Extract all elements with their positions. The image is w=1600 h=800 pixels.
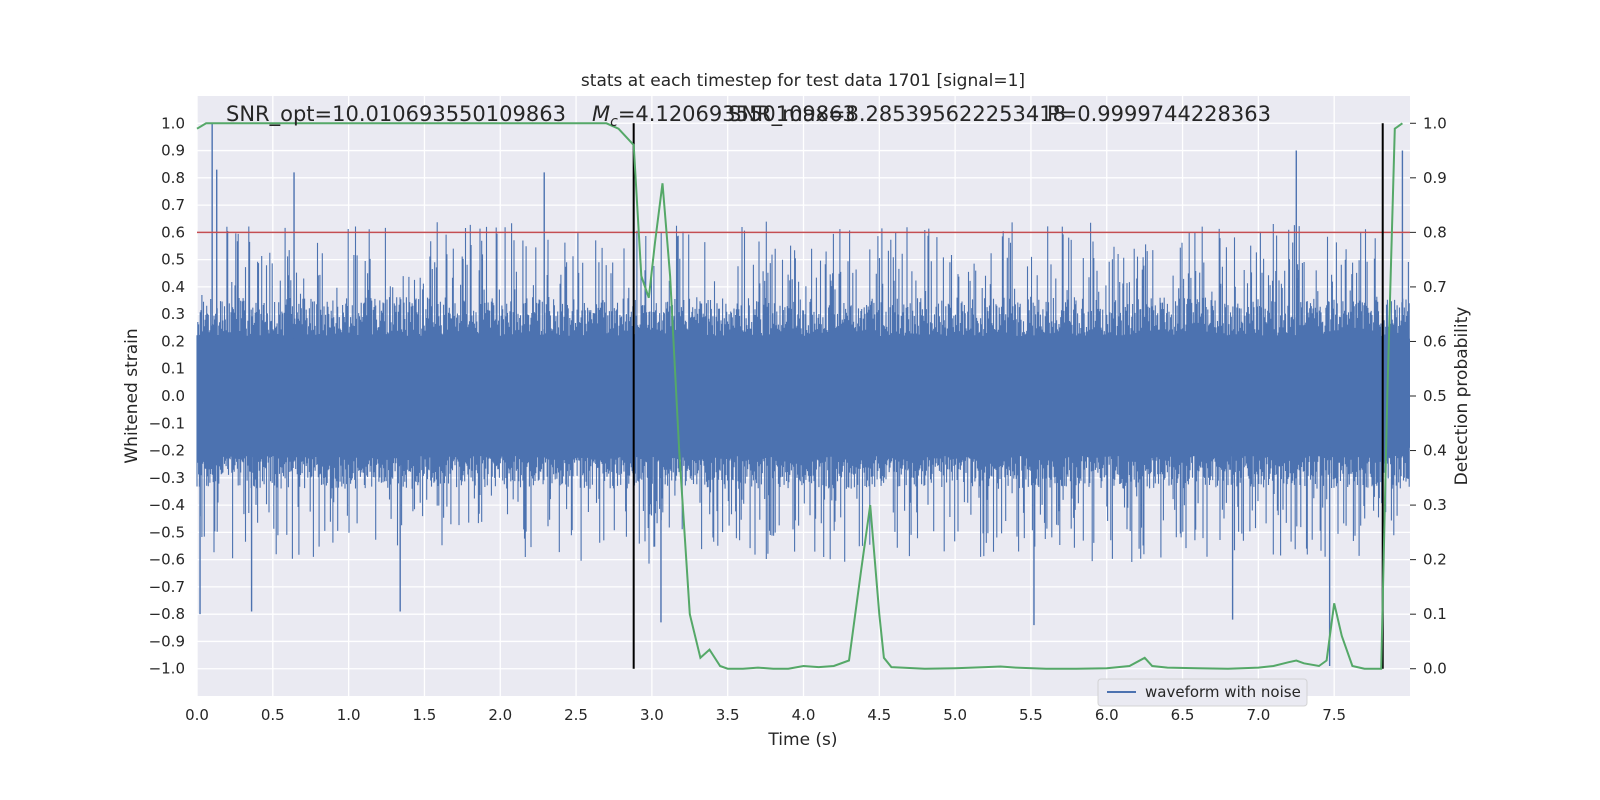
strain-core <box>197 338 1410 448</box>
y-tick-label-left: 0.6 <box>161 223 185 241</box>
x-tick-label: 5.5 <box>1019 706 1043 724</box>
chart-title: stats at each timestep for test data 170… <box>581 71 1025 91</box>
y-tick-label-right: 0.1 <box>1423 605 1447 623</box>
y-tick-label-left: −0.6 <box>149 551 185 569</box>
y-tick-label-left: −0.4 <box>149 496 185 514</box>
x-tick-label: 2.5 <box>564 706 588 724</box>
x-tick-label: 7.5 <box>1322 706 1346 724</box>
y-tick-label-left: 1.0 <box>161 114 185 132</box>
x-tick-label: 0.0 <box>185 706 209 724</box>
x-tick-label: 1.0 <box>337 706 361 724</box>
legend-label: waveform with noise <box>1145 683 1301 701</box>
y-tick-label-right: 1.0 <box>1423 114 1447 132</box>
x-tick-label: 3.5 <box>716 706 740 724</box>
y-tick-label-left: −0.8 <box>149 605 185 623</box>
y-tick-label-right: 0.0 <box>1423 660 1447 678</box>
y-tick-label-left: −0.1 <box>149 414 185 432</box>
y-tick-label-left: 0.9 <box>161 142 185 160</box>
y-tick-label-right: 0.7 <box>1423 278 1447 296</box>
y-tick-label-left: 0.1 <box>161 360 185 378</box>
y-tick-label-left: −0.5 <box>149 523 185 541</box>
strain-peaks <box>199 123 1404 666</box>
chirp-mass-subscript: c <box>610 114 618 130</box>
probability-line <box>196 122 1403 670</box>
y-tick-label-right: 0.8 <box>1423 223 1447 241</box>
x-tick-label: 6.0 <box>1095 706 1119 724</box>
chirp-mass-annotation: Mc=4.120693550109863 <box>592 102 856 130</box>
x-tick-label: 4.0 <box>792 706 816 724</box>
y-ticks-right: 1.0 0.9 0.8 0.7 0.6 0.5 0.4 0.3 0.2 0.1 0.0 <box>1410 114 1447 678</box>
y-axis-label-left: Whitened strain <box>122 328 142 463</box>
snr-max-annotation: SNR_max=8.285395622253418 <box>728 102 1066 127</box>
x-tick-label: 3.0 <box>640 706 664 724</box>
x-tick-label: 7.0 <box>1246 706 1270 724</box>
y-tick-label-left: −1.0 <box>149 660 185 678</box>
y-tick-label-left: 0.3 <box>161 305 185 323</box>
y-tick-label-left: 0.0 <box>161 387 185 405</box>
x-tick-label: 1.5 <box>413 706 437 724</box>
x-axis-label: Time (s) <box>767 730 837 750</box>
y-tick-label-right: 0.9 <box>1423 169 1447 187</box>
strain-series <box>196 221 1410 564</box>
y-tick-label-left: −0.7 <box>149 578 185 596</box>
y-tick-label-left: −0.9 <box>149 632 185 650</box>
x-tick-label: 0.5 <box>261 706 285 724</box>
y-tick-label-left: 0.8 <box>161 169 185 187</box>
y-ticks-left: 1.0 0.9 0.8 0.7 0.6 0.5 0.4 0.3 0.2 0.1 0.0 −0.1 −0.… <box>149 114 185 677</box>
legend-box <box>1097 678 1308 707</box>
y-tick-label-left: −0.2 <box>149 442 185 460</box>
y-tick-label-left: 0.7 <box>161 196 185 214</box>
y-axis-label-right: Detection probability <box>1452 307 1472 486</box>
y-tick-label-right: 0.2 <box>1423 551 1447 569</box>
x-ticks: 0.0 0.5 1.0 1.5 2.0 2.5 3.0 3.5 4.0 4.5 5.0 5.5 6.0 6… <box>185 706 1346 724</box>
legend: waveform with noise <box>1097 678 1308 707</box>
x-tick-label: 6.5 <box>1171 706 1195 724</box>
x-tick-label: 4.5 <box>867 706 891 724</box>
x-tick-label: 5.0 <box>943 706 967 724</box>
y-tick-label-left: 0.2 <box>161 332 185 350</box>
y-tick-label-right: 0.5 <box>1423 387 1447 405</box>
pmax-annotation: P=0.9999744228363 <box>1047 102 1271 126</box>
chirp-mass-symbol: M <box>592 102 610 126</box>
x-tick-label: 2.0 <box>488 706 512 724</box>
y-tick-label-left: −0.3 <box>149 469 185 487</box>
y-tick-label-right: 0.6 <box>1423 332 1447 350</box>
y-tick-label-left: 0.4 <box>161 278 185 296</box>
y-tick-label-right: 0.4 <box>1423 442 1447 460</box>
y-tick-label-left: 0.5 <box>161 251 185 269</box>
chirp-mass-value: =4.120693550109863 <box>618 102 856 126</box>
y-tick-label-right: 0.3 <box>1423 496 1447 514</box>
snr-opt-annotation: SNR_opt=10.010693550109863 <box>226 102 566 127</box>
